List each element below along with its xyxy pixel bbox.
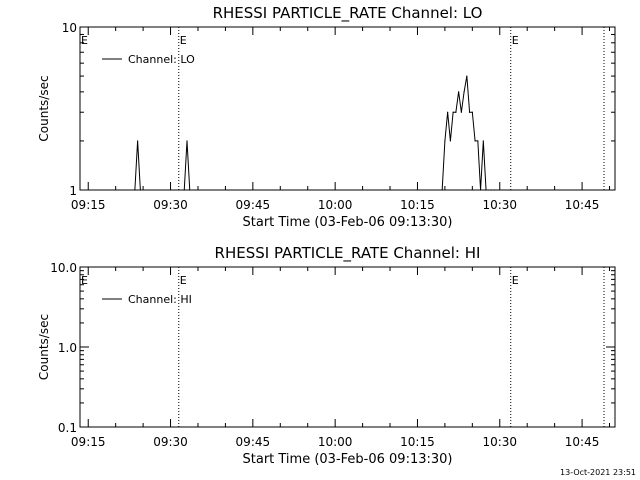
y-axis-label: Counts/sec	[37, 314, 51, 380]
y-tick-label: 0.1	[58, 421, 77, 435]
data-point	[449, 140, 451, 142]
data-point	[139, 189, 141, 191]
event-marker-label: E	[81, 34, 88, 47]
event-line-label: E	[512, 34, 519, 47]
y-tick-label: 10.0	[50, 261, 77, 275]
data-point	[134, 189, 136, 191]
event-marker-label: E	[81, 274, 88, 287]
series-line	[134, 75, 495, 191]
data-point	[455, 111, 457, 113]
x-axis-label: Start Time (03-Feb-06 09:13:30)	[243, 215, 453, 230]
x-tick-label: 10:45	[565, 435, 600, 449]
x-axis-label: Start Time (03-Feb-06 09:13:30)	[243, 452, 453, 467]
data-point	[479, 189, 482, 191]
legend-label: Channel: HI	[128, 293, 192, 306]
y-tick-label: 10	[62, 21, 77, 35]
x-tick-label: 10:45	[565, 198, 600, 212]
x-tick-label: 09:45	[236, 435, 271, 449]
data-point	[447, 111, 449, 113]
x-tick-label: 10:15	[400, 435, 435, 449]
data-point	[441, 189, 443, 191]
x-tick-label: 09:15	[71, 435, 106, 449]
data-point	[485, 189, 487, 191]
event-line-label: E	[512, 274, 519, 287]
x-tick-label: 10:15	[400, 198, 435, 212]
data-point	[488, 189, 490, 191]
y-tick-label: 1	[69, 184, 77, 198]
x-tick-label: 09:45	[236, 198, 271, 212]
chart-title: RHESSI PARTICLE_RATE Channel: HI	[215, 244, 481, 263]
event-line-label: E	[180, 34, 187, 47]
x-tick-label: 09:30	[153, 435, 188, 449]
data-point	[493, 189, 495, 191]
x-tick-label: 10:00	[318, 198, 353, 212]
data-point	[444, 140, 446, 142]
y-axis-label: Counts/sec	[37, 75, 51, 141]
chart-title: RHESSI PARTICLE_RATE Channel: LO	[213, 4, 483, 23]
x-tick-label: 09:15	[71, 198, 106, 212]
y-tick-label: 1.0	[58, 341, 77, 355]
legend-label: Channel: LO	[128, 53, 195, 66]
data-point	[463, 91, 465, 93]
data-point	[482, 140, 484, 142]
data-point	[466, 75, 468, 77]
data-point	[137, 140, 139, 142]
data-point	[189, 189, 191, 191]
data-point	[468, 111, 471, 113]
event-line-label: E	[180, 274, 187, 287]
x-tick-label: 09:30	[153, 198, 188, 212]
data-point	[471, 111, 473, 113]
data-point	[186, 140, 188, 142]
data-point	[183, 189, 185, 191]
data-point	[452, 111, 454, 113]
plot-frame	[79, 26, 616, 191]
x-tick-label: 10:00	[318, 435, 353, 449]
data-point	[474, 140, 476, 142]
plot-frame	[79, 266, 616, 428]
data-point	[490, 189, 493, 191]
timestamp: 13-Oct-2021 23:51	[560, 468, 636, 477]
x-tick-label: 10:30	[482, 198, 517, 212]
x-tick-label: 10:30	[482, 435, 517, 449]
data-point	[477, 140, 479, 142]
data-point	[460, 111, 462, 113]
data-point	[458, 91, 460, 93]
